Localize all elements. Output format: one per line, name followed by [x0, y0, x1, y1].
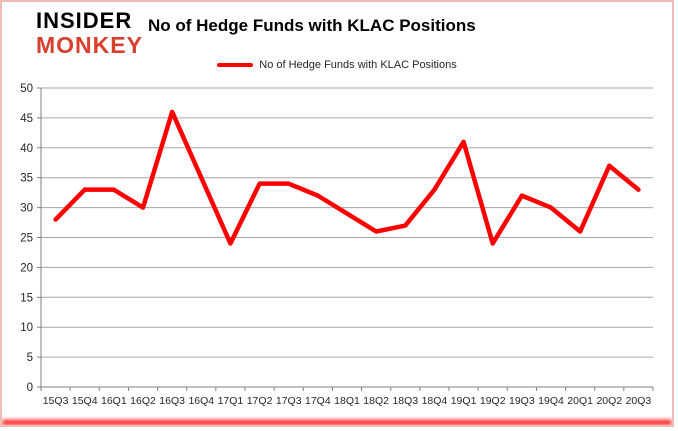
x-tick-label: 16Q1: [101, 395, 127, 407]
x-tick-label: 16Q4: [188, 395, 214, 407]
x-tick-label: 18Q4: [422, 395, 448, 407]
x-tick-label: 16Q2: [130, 395, 156, 407]
x-tick-label: 19Q4: [538, 395, 564, 407]
y-tick-label: 10: [20, 322, 33, 334]
x-tick-label: 18Q2: [363, 395, 389, 407]
x-tick-label: 19Q2: [480, 395, 506, 407]
y-tick-label: 50: [20, 83, 33, 95]
x-tick-label: 15Q3: [43, 395, 69, 407]
chart-svg: 0 5 10 15 20 25 30 35 40 45 50 15Q3 15Q4 16Q1 16Q2 16Q3…: [20, 83, 654, 407]
x-tick-label: 18Q3: [392, 395, 418, 407]
y-tick-label: 15: [20, 292, 33, 304]
x-tick-label: 17Q4: [305, 395, 331, 407]
x-tick-label: 15Q4: [72, 395, 98, 407]
x-tick-label: 17Q3: [276, 395, 302, 407]
bottom-glow-bar: [2, 420, 672, 425]
y-tick-label: 45: [20, 113, 33, 125]
legend-label: No of Hedge Funds with KLAC Positions: [259, 59, 457, 71]
page-title: No of Hedge Funds with KLAC Positions: [148, 16, 476, 35]
legend: No of Hedge Funds with KLAC Positions: [2, 59, 672, 71]
y-tick-label: 25: [20, 233, 33, 245]
x-tick-label: 17Q2: [247, 395, 273, 407]
y-tick-label: 35: [20, 173, 33, 185]
x-tick-label: 18Q1: [334, 395, 360, 407]
x-tick-label: 20Q3: [626, 395, 652, 407]
x-tick-label: 20Q2: [596, 395, 622, 407]
legend-line-icon: [217, 63, 254, 67]
x-tick-label: 20Q1: [567, 395, 593, 407]
insider-monkey-logo: INSIDER MONKEY: [36, 10, 143, 57]
x-tick-label: 19Q1: [451, 395, 477, 407]
y-tick-label: 0: [27, 382, 33, 394]
y-tick-label: 20: [20, 262, 33, 274]
x-tick-label: 17Q1: [218, 395, 244, 407]
logo-text-insider: INSIDER: [36, 8, 133, 33]
series-line: [53, 109, 641, 246]
y-tick-label: 30: [20, 203, 33, 215]
x-tick-label: 19Q3: [509, 395, 535, 407]
y-tick-label: 5: [27, 352, 33, 364]
logo-text-monkey: MONKEY: [36, 32, 143, 58]
x-tick-label: 16Q3: [159, 395, 185, 407]
y-tick-label: 40: [20, 143, 33, 155]
